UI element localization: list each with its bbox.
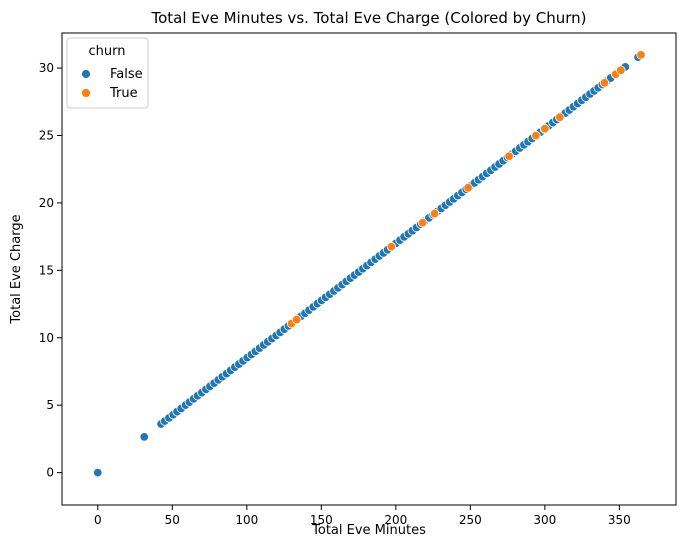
x-tick-label: 100	[235, 513, 258, 527]
x-tick-label: 200	[384, 513, 407, 527]
x-ticks: 0 50 100 150 200 250 300 350	[94, 505, 631, 527]
scatter-point-true	[292, 314, 302, 325]
scatter-point-false	[93, 467, 103, 478]
legend-label-true: True	[109, 86, 138, 101]
legend-marker-false	[81, 69, 91, 79]
scatter-point-true	[540, 124, 550, 134]
plot-area: 0 50 100 150 200 250 300 350 0 5 10 15 20 25 30	[39, 32, 677, 527]
points-layer	[93, 50, 646, 478]
x-tick-label: 0	[94, 513, 102, 527]
y-tick-label: 30	[39, 61, 54, 75]
x-tick-label: 50	[165, 513, 180, 527]
scatter-point-false	[139, 432, 149, 442]
x-tick-label: 350	[608, 513, 631, 527]
axes-frame	[61, 32, 677, 506]
y-tick-label: 20	[39, 196, 54, 210]
scatter-point-true	[616, 65, 626, 75]
scatter-point-true	[599, 78, 610, 88]
y-axis-label: Total Eve Charge	[9, 214, 24, 324]
legend-marker-true	[81, 88, 91, 98]
legend-entry-true: True	[81, 86, 138, 101]
scatter-point-true	[531, 130, 541, 141]
x-tick-label: 250	[459, 513, 482, 527]
y-ticks: 0 5 10 15 20 25 30	[39, 61, 62, 480]
scatter-point-true	[463, 183, 473, 193]
scatter-point-true	[504, 151, 514, 161]
scatter-point-true	[636, 50, 646, 60]
y-tick-label: 0	[46, 466, 54, 480]
y-tick-label: 15	[39, 263, 54, 277]
scatter-point-true	[386, 242, 397, 252]
legend-label-false: False	[110, 67, 143, 82]
chart-title: Total Eve Minutes vs. Total Eve Charge (…	[150, 9, 586, 27]
scatter-point-true	[555, 112, 565, 122]
x-axis-label: Total Eve Minutes	[311, 523, 426, 538]
x-tick-label: 150	[310, 513, 333, 527]
legend-title: churn	[89, 44, 126, 59]
scatter-point-true	[417, 218, 428, 228]
y-tick-label: 10	[39, 331, 54, 345]
scatter-point-true	[429, 208, 440, 219]
y-tick-label: 5	[46, 398, 54, 412]
legend-entry-false: False	[81, 67, 143, 82]
legend: churn False True	[66, 37, 149, 109]
x-tick-label: 300	[533, 513, 556, 527]
y-tick-label: 25	[39, 128, 54, 142]
